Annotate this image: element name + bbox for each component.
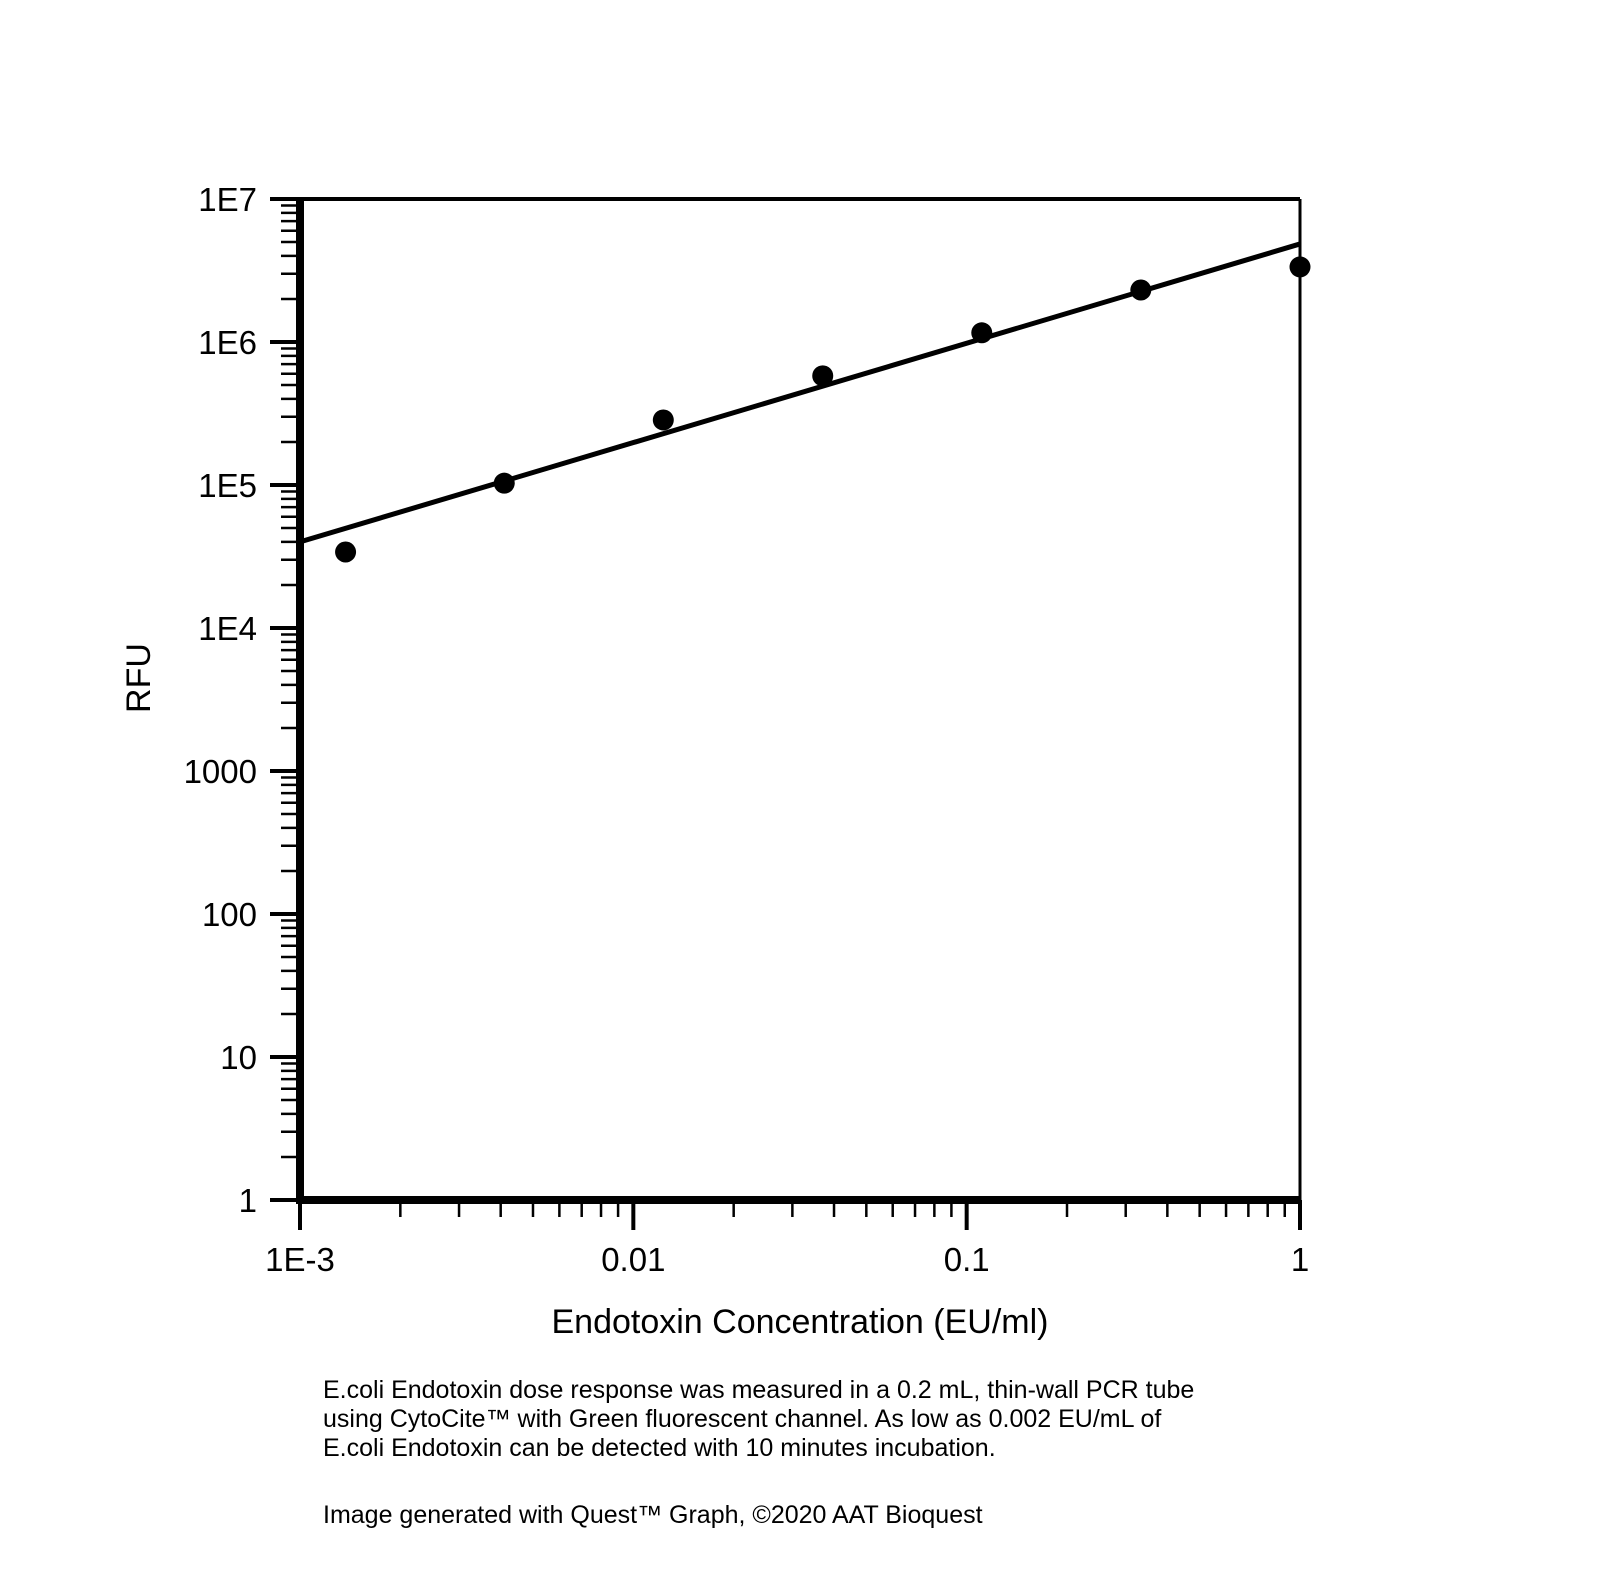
- y-tick-label: 100: [202, 896, 257, 933]
- y-tick-label: 1E6: [198, 324, 257, 361]
- y-axis-title: RFU: [120, 643, 158, 713]
- y-tick-label: 1E4: [198, 610, 257, 647]
- data-point: [652, 409, 674, 431]
- x-tick-label: 1: [1291, 1241, 1309, 1278]
- data-point: [971, 322, 993, 344]
- data-point: [493, 472, 515, 494]
- plot-area: 1 10 100 1000 1E4 1E5 1E6 1E7 1E-3 0.01 0.1 1: [184, 181, 1311, 1278]
- y-tick-label: 1: [239, 1182, 257, 1219]
- caption-line-2: using CytoCite™ with Green fluorescent c…: [323, 1405, 1162, 1433]
- y-tick-label: 1000: [184, 753, 257, 790]
- data-point: [812, 365, 834, 387]
- caption-line-3: E.coli Endotoxin can be detected with 10…: [323, 1434, 996, 1462]
- data-point: [335, 541, 357, 563]
- y-tick-label: 1E7: [198, 181, 257, 218]
- data-point: [1130, 279, 1152, 301]
- x-tick-label: 0.01: [601, 1241, 665, 1278]
- x-tick-label: 0.1: [944, 1241, 990, 1278]
- figure-caption: E.coli Endotoxin dose response was measu…: [323, 1376, 1194, 1463]
- x-axis-title: Endotoxin Concentration (EU/ml): [551, 1303, 1048, 1341]
- caption-line-1: E.coli Endotoxin dose response was measu…: [323, 1376, 1195, 1404]
- y-tick-label: 10: [220, 1039, 257, 1076]
- x-tick-label: 1E-3: [265, 1241, 335, 1278]
- data-point: [1289, 256, 1311, 278]
- y-tick-label: 1E5: [198, 467, 257, 504]
- credit-line: Image generated with Quest™ Graph, ©2020…: [323, 1501, 983, 1529]
